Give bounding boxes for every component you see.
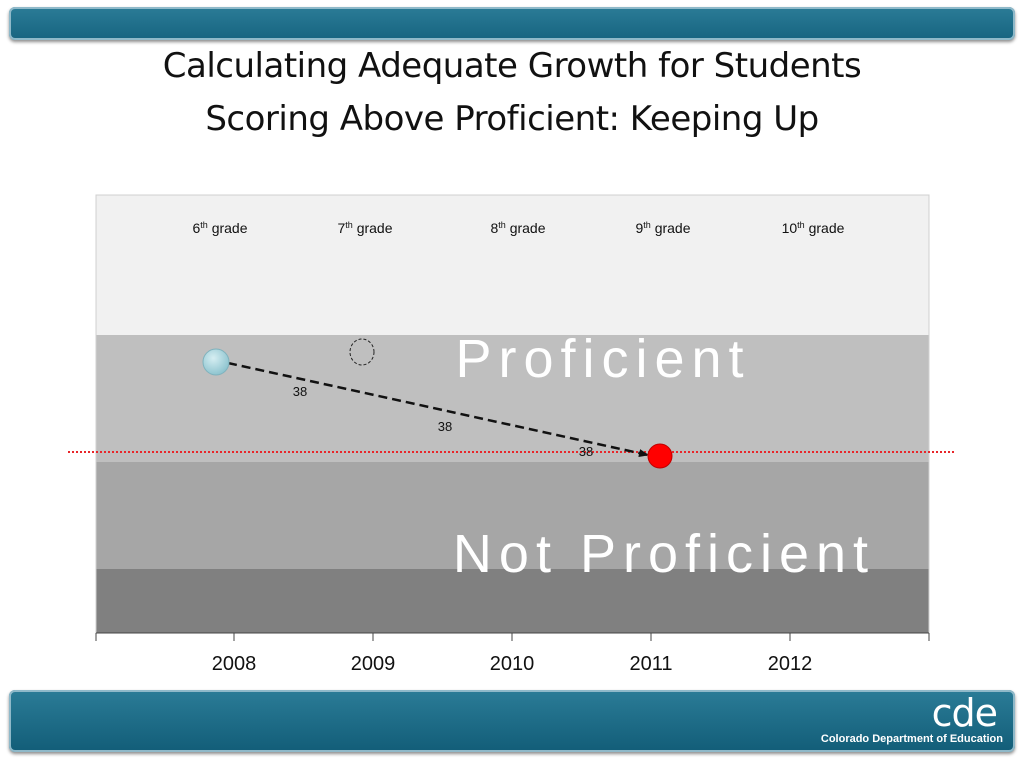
target-point bbox=[647, 443, 673, 469]
top-band bbox=[96, 195, 929, 335]
grade-label: 7th grade bbox=[337, 220, 392, 236]
growth-value-label: 38 bbox=[579, 444, 593, 459]
year-tick-label: 2012 bbox=[768, 653, 813, 675]
lowest-band bbox=[96, 569, 929, 633]
growth-arrow bbox=[227, 361, 649, 457]
not-proficient-band bbox=[96, 462, 929, 569]
growth-value-label: 38 bbox=[293, 384, 307, 399]
year-tick-label: 2008 bbox=[212, 653, 257, 675]
year-tick-label: 2011 bbox=[629, 653, 672, 675]
grade-label: 9th grade bbox=[635, 220, 690, 236]
year-tick-label: 2010 bbox=[490, 653, 535, 675]
slide-title: Calculating Adequate Growth for Students… bbox=[0, 40, 1024, 146]
growth-value-label: 38 bbox=[438, 419, 452, 434]
start-point bbox=[202, 348, 230, 376]
grade-label: 10th grade bbox=[782, 220, 845, 236]
title-line-1: Calculating Adequate Growth for Students bbox=[162, 46, 862, 86]
grade-label: 8th grade bbox=[490, 220, 545, 236]
grade-label: 6th grade bbox=[192, 220, 247, 236]
cde-logo: cde bbox=[931, 691, 998, 735]
header-bar bbox=[9, 7, 1015, 40]
proficient-label: Proficient bbox=[455, 329, 750, 389]
not-proficient-label: Not Proficient bbox=[453, 524, 875, 584]
year-tick-label: 2009 bbox=[351, 653, 396, 675]
x-axis bbox=[95, 632, 930, 641]
title-line-2: Scoring Above Proficient: Keeping Up bbox=[205, 99, 819, 139]
proficient-band bbox=[96, 335, 929, 462]
footer-bar: cde Colorado Department of Education bbox=[9, 690, 1015, 752]
placeholder-point bbox=[349, 338, 375, 366]
organization-name: Colorado Department of Education bbox=[820, 733, 1003, 745]
